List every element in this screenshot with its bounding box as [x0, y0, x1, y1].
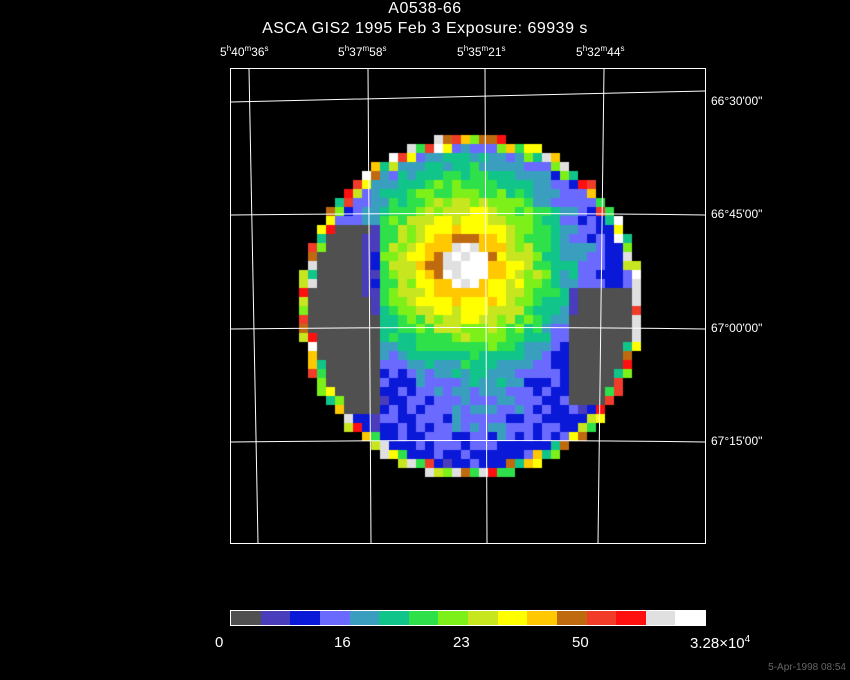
- colorbar-segment: [349, 611, 380, 625]
- timestamp: 5-Apr-1998 08:54: [768, 662, 846, 673]
- colorbar-segment: [645, 611, 676, 625]
- ra-gridline-0: [248, 69, 259, 543]
- ra-label-3: 5h32m44s: [576, 44, 625, 59]
- ra-label-2: 5h35m21s: [457, 44, 506, 59]
- colorbar-segment: [497, 611, 528, 625]
- dec-gridline-2: [231, 327, 705, 330]
- ra-gridline-3: [597, 69, 605, 543]
- dec-label-1: 66°45'00": [711, 207, 763, 221]
- colorbar-label-0: 0: [215, 634, 224, 651]
- ra-gridline-2: [484, 69, 488, 543]
- colorbar-label-max: 3.28×104: [690, 634, 751, 652]
- ra-gridline-1: [367, 69, 372, 543]
- colorbar-label-16: 16: [334, 634, 351, 651]
- image-title: A0538-66: [388, 0, 462, 17]
- image-subtitle: ASCA GIS2 1995 Feb 3 Exposure: 69939 s: [262, 20, 588, 37]
- colorbar-segment: [586, 611, 617, 625]
- xray-image-panel: [230, 68, 706, 544]
- colorbar-segment: [527, 611, 557, 625]
- colorbar-label-23: 23: [453, 634, 470, 651]
- dec-label-2: 67°00'00": [711, 321, 763, 335]
- colorbar-segment: [231, 611, 261, 625]
- colorbar-segment: [438, 611, 468, 625]
- coordinate-grid: [231, 69, 705, 543]
- colorbar: [230, 610, 706, 626]
- colorbar-segment: [675, 611, 705, 625]
- dec-gridline-0: [231, 90, 705, 103]
- dec-label-0: 66°30'00": [711, 94, 763, 108]
- xray-intensity-image: [231, 69, 705, 543]
- dec-gridline-1: [231, 213, 705, 216]
- colorbar-segment: [556, 611, 587, 625]
- colorbar-segment: [319, 611, 350, 625]
- colorbar-segment: [260, 611, 291, 625]
- colorbar-segment: [408, 611, 439, 625]
- colorbar-segment: [379, 611, 409, 625]
- ra-label-1: 5h37m58s: [338, 44, 387, 59]
- colorbar-segment: [616, 611, 646, 625]
- ra-label-0: 5h40m36s: [220, 44, 269, 59]
- dec-label-3: 67°15'00": [711, 434, 763, 448]
- colorbar-segment: [468, 611, 498, 625]
- colorbar-label-50: 50: [572, 634, 589, 651]
- colorbar-segment: [290, 611, 320, 625]
- dec-gridline-3: [231, 440, 705, 443]
